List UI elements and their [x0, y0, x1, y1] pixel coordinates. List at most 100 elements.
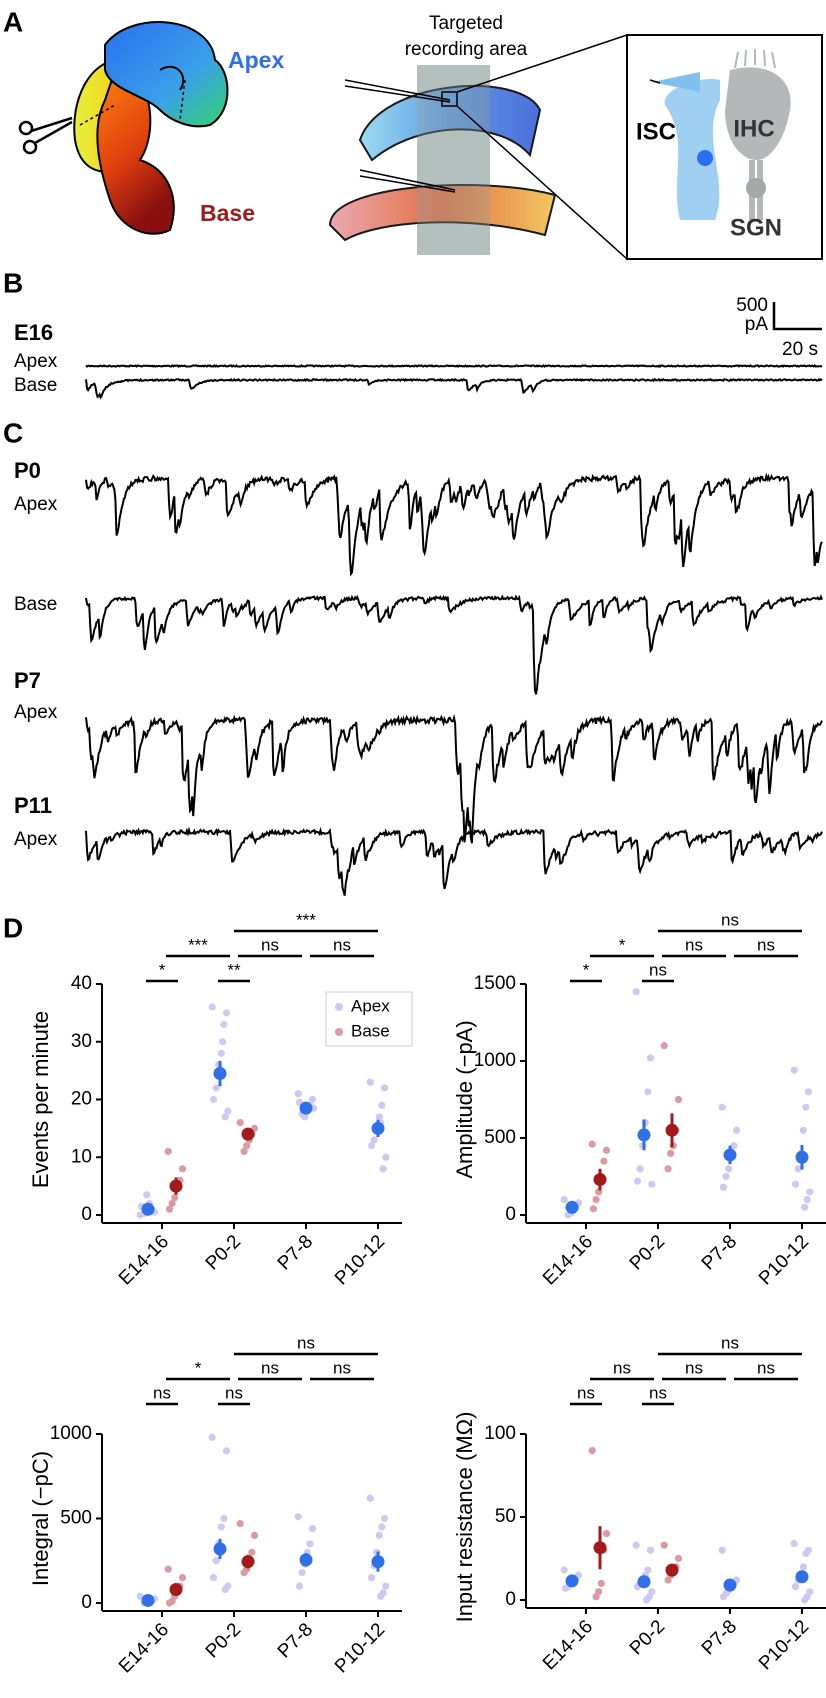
- cochlea-illustration: [18, 21, 229, 235]
- data-point: [560, 1566, 568, 1574]
- data-point: [379, 1165, 387, 1173]
- legend-box: [325, 991, 413, 1047]
- apex-label: Apex: [228, 47, 284, 73]
- data-point: [240, 1568, 248, 1577]
- panel-label: B: [3, 267, 23, 298]
- significance-label: ***: [296, 910, 316, 929]
- base-label: Base: [200, 200, 255, 226]
- significance-label: ns: [225, 1383, 243, 1402]
- chart: 0 10 20 30 40 Events per minute E14-16 P0-2 P7-8…: [28, 910, 413, 1289]
- x-tick-label: P0-2: [202, 1619, 245, 1662]
- y-tick-label: 10: [71, 1146, 92, 1167]
- y-tick-label: 500: [484, 1127, 516, 1148]
- mean-point: [795, 1150, 809, 1164]
- significance-label: *: [159, 960, 166, 979]
- current-trace: [85, 826, 823, 896]
- data-point: [592, 1196, 600, 1204]
- mean-point: [723, 1578, 737, 1592]
- data-point: [308, 1095, 317, 1104]
- data-point: [208, 1003, 216, 1011]
- panel-label: C: [3, 417, 23, 448]
- y-tick-label: 0: [505, 1204, 516, 1225]
- current-trace: [85, 594, 823, 695]
- x-tick-label: E14-16: [115, 1619, 173, 1677]
- y-axis-label: Integral (−pC): [28, 1451, 53, 1586]
- legend-marker: [335, 1028, 343, 1036]
- data-point: [646, 1546, 655, 1554]
- data-point: [802, 1103, 810, 1111]
- data-point: [732, 1126, 741, 1134]
- scale-label: 20 s: [782, 339, 818, 360]
- data-point: [224, 1107, 232, 1115]
- data-point: [801, 1203, 809, 1211]
- data-point: [799, 1563, 807, 1571]
- data-point: [806, 1188, 814, 1196]
- significance-label: **: [227, 960, 241, 979]
- data-point: [366, 1078, 374, 1086]
- x-tick-label: P0-2: [202, 1231, 245, 1274]
- x-tick-label: P0-2: [626, 1616, 669, 1659]
- data-point: [377, 1592, 385, 1600]
- significance-label: *: [619, 935, 626, 954]
- significance-label: ***: [188, 935, 208, 954]
- data-point: [295, 1582, 304, 1590]
- data-point: [660, 1042, 668, 1050]
- data-point: [588, 1447, 596, 1455]
- y-tick-label: 50: [495, 1506, 516, 1527]
- data-point: [602, 1146, 611, 1154]
- mean-point: [593, 1173, 607, 1187]
- data-point: [220, 1020, 228, 1029]
- cell-label: ISC: [636, 118, 676, 145]
- panel-label: D: [3, 912, 23, 943]
- data-point: [794, 1165, 802, 1173]
- y-tick-label: 30: [71, 1031, 92, 1052]
- y-tick-label: 20: [71, 1089, 92, 1110]
- data-point: [802, 1549, 810, 1558]
- significance-label: ns: [261, 935, 279, 954]
- data-point: [209, 1574, 218, 1582]
- data-point: [674, 1095, 683, 1104]
- data-point: [643, 1596, 651, 1604]
- y-tick-label: 100: [484, 1423, 516, 1444]
- panel-label: A: [3, 6, 23, 37]
- data-point: [294, 1513, 302, 1521]
- mean-point: [141, 1593, 155, 1607]
- x-tick-label: P10-12: [331, 1619, 389, 1677]
- data-point: [222, 1009, 231, 1017]
- cell-label: SGN: [730, 214, 782, 241]
- data-point: [164, 1565, 172, 1573]
- data-point: [366, 1494, 374, 1502]
- significance-label: ns: [333, 1358, 351, 1377]
- mean-point: [141, 1202, 155, 1216]
- current-trace: [85, 714, 823, 844]
- data-point: [803, 1196, 811, 1204]
- data-point: [719, 1183, 728, 1191]
- x-tick-label: P10-12: [755, 1231, 813, 1289]
- y-tick-label: 1500: [474, 973, 516, 994]
- data-point: [664, 1576, 672, 1584]
- scale-label: 500: [736, 295, 768, 316]
- mean-point: [795, 1570, 809, 1584]
- mean-point: [371, 1121, 385, 1135]
- x-tick-label: P10-12: [331, 1231, 389, 1289]
- scale-label: pA: [745, 314, 769, 335]
- data-point: [171, 1194, 179, 1202]
- mean-point: [241, 1555, 255, 1569]
- data-point: [165, 1599, 174, 1607]
- data-point: [602, 1530, 611, 1538]
- region-label: Apex: [14, 494, 58, 515]
- x-tick-label: P0-2: [626, 1231, 669, 1274]
- scale-bar: [772, 302, 822, 331]
- mean-point: [169, 1582, 183, 1596]
- significance-label: ns: [649, 1383, 667, 1402]
- region-label: Apex: [14, 829, 58, 850]
- data-point: [217, 1049, 225, 1057]
- stage-label: P7: [14, 668, 41, 693]
- mean-point: [723, 1148, 737, 1162]
- current-trace: [85, 472, 823, 577]
- data-point: [382, 1582, 390, 1590]
- x-tick-label: P7-8: [698, 1231, 741, 1274]
- y-tick-label: 0: [505, 1589, 516, 1610]
- region-label: Base: [14, 375, 57, 396]
